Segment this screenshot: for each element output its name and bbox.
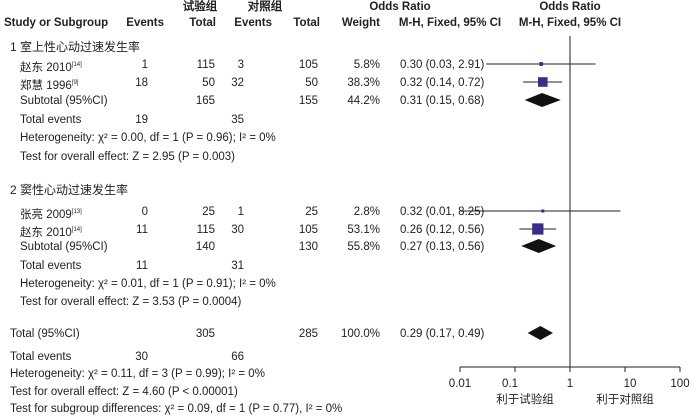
weight-value: 53.1% — [347, 224, 380, 236]
study-name: 赵东 2010[14] — [20, 226, 82, 239]
weight-value: 100.0% — [340, 328, 380, 340]
or-text-title: Odds Ratio — [369, 1, 431, 13]
events-exp: 0 — [141, 206, 148, 218]
events-exp: 19 — [135, 114, 148, 126]
heterogeneity-text: Heterogeneity: χ² = 0.11, df = 3 (P = 0.… — [10, 368, 265, 380]
study-point — [539, 62, 544, 66]
total-events-label: Total events — [10, 351, 72, 363]
heterogeneity-text: Heterogeneity: χ² = 0.01, df = 1 (P = 0.… — [20, 278, 276, 290]
column-study: Study or Subgroup — [4, 17, 109, 29]
total-ctl: 105 — [298, 59, 318, 71]
total-diamond — [527, 326, 553, 340]
subtotal-label: Subtotal (95%CI) — [20, 241, 108, 253]
events-ctl: 35 — [231, 114, 244, 126]
overall-effect-text: Test for overall effect: Z = 2.95 (P = 0… — [20, 151, 235, 163]
weight-value: 2.8% — [353, 206, 380, 218]
or-ci-value: 0.32 (0.14, 0.72) — [400, 77, 485, 89]
column-weight: Weight — [341, 17, 380, 29]
events-ctl: 1 — [237, 206, 244, 218]
study-point — [541, 209, 545, 213]
total-exp: 140 — [195, 241, 215, 253]
subgroup-label: 1 室上性心动过速发生率 — [10, 40, 141, 54]
axis-tick-label: 0.01 — [448, 378, 472, 390]
total-exp: 25 — [202, 206, 215, 218]
axis-tick-label: 100 — [670, 378, 690, 390]
group-control-header: 对照组 — [247, 1, 283, 13]
events-ctl: 3 — [237, 59, 244, 71]
total-exp: 165 — [195, 95, 215, 107]
events-ctl: 30 — [231, 224, 244, 236]
events-exp: 11 — [136, 260, 148, 272]
column-or-plot: M-H, Fixed, 95% CI — [518, 17, 622, 29]
or-ci-value: 0.30 (0.03, 2.91) — [400, 59, 485, 71]
weight-value: 44.2% — [347, 95, 380, 107]
favours-control-label: 利于对照组 — [596, 394, 654, 406]
subtotal-diamond — [521, 239, 557, 253]
axis-tick-label: 1 — [566, 378, 574, 390]
total-ctl: 25 — [305, 206, 318, 218]
overall-effect-text: Test for overall effect: Z = 4.60 (P < 0… — [10, 386, 238, 398]
axis-tick-label: 0.1 — [502, 378, 518, 390]
study-name: 赵东 2010[14] — [20, 61, 82, 74]
or-ci-value: 0.26 (0.12, 0.56) — [400, 224, 485, 236]
total-label: Total (95%CI) — [10, 328, 80, 340]
study-point — [537, 77, 548, 87]
events-ctl: 32 — [231, 77, 244, 89]
axis-tick-label: 10 — [623, 378, 637, 390]
study-point — [532, 223, 544, 235]
events-exp: 11 — [136, 224, 148, 236]
subtotal-label: Subtotal (95%CI) — [20, 95, 108, 107]
events-exp: 30 — [135, 351, 148, 363]
events-exp: 18 — [135, 77, 148, 89]
or-ci-value: 0.31 (0.15, 0.68) — [400, 95, 485, 107]
total-events-label: Total events — [20, 114, 82, 126]
total-exp: 115 — [196, 59, 215, 71]
subgroup-label: 2 窦性心动过速发生率 — [10, 183, 129, 197]
favours-experimental-label: 利于试验组 — [496, 394, 554, 406]
total-ctl: 155 — [298, 95, 318, 107]
group-experimental-header: 试验组 — [182, 1, 218, 13]
or-ci-value: 0.29 (0.17, 0.49) — [400, 328, 485, 340]
column-total-ctl: Total — [293, 17, 320, 29]
study-name: 郑慧 1996[9] — [20, 79, 79, 92]
column-or-text: M-H, Fixed, 95% CI — [398, 17, 502, 29]
or-ci-value: 0.27 (0.13, 0.56) — [400, 241, 485, 253]
column-total-exp: Total — [189, 17, 216, 29]
events-ctl: 66 — [231, 351, 244, 363]
study-name: 张亮 2009[13] — [20, 208, 82, 221]
total-ctl: 105 — [298, 224, 318, 236]
or-ci-value: 0.32 (0.01, 8.25) — [400, 206, 485, 218]
weight-value: 5.8% — [353, 59, 380, 71]
weight-value: 38.3% — [347, 77, 380, 89]
total-exp: 305 — [195, 328, 215, 340]
total-exp: 50 — [202, 77, 215, 89]
total-exp: 115 — [196, 224, 215, 236]
total-events-label: Total events — [20, 260, 82, 272]
weight-value: 55.8% — [347, 241, 380, 253]
total-ctl: 50 — [305, 77, 318, 89]
overall-effect-text: Test for overall effect: Z = 3.53 (P = 0… — [20, 296, 242, 308]
subgroup-differences-text: Test for subgroup differences: χ² = 0.09… — [10, 403, 343, 415]
column-events-ctl: Events — [234, 17, 272, 29]
total-ctl: 130 — [298, 241, 318, 253]
heterogeneity-text: Heterogeneity: χ² = 0.00, df = 1 (P = 0.… — [20, 132, 276, 144]
subtotal-diamond — [524, 93, 561, 107]
events-exp: 1 — [141, 59, 148, 71]
or-plot-title: Odds Ratio — [539, 1, 601, 13]
events-ctl: 31 — [231, 260, 244, 272]
total-ctl: 285 — [298, 328, 318, 340]
column-events-exp: Events — [126, 17, 164, 29]
